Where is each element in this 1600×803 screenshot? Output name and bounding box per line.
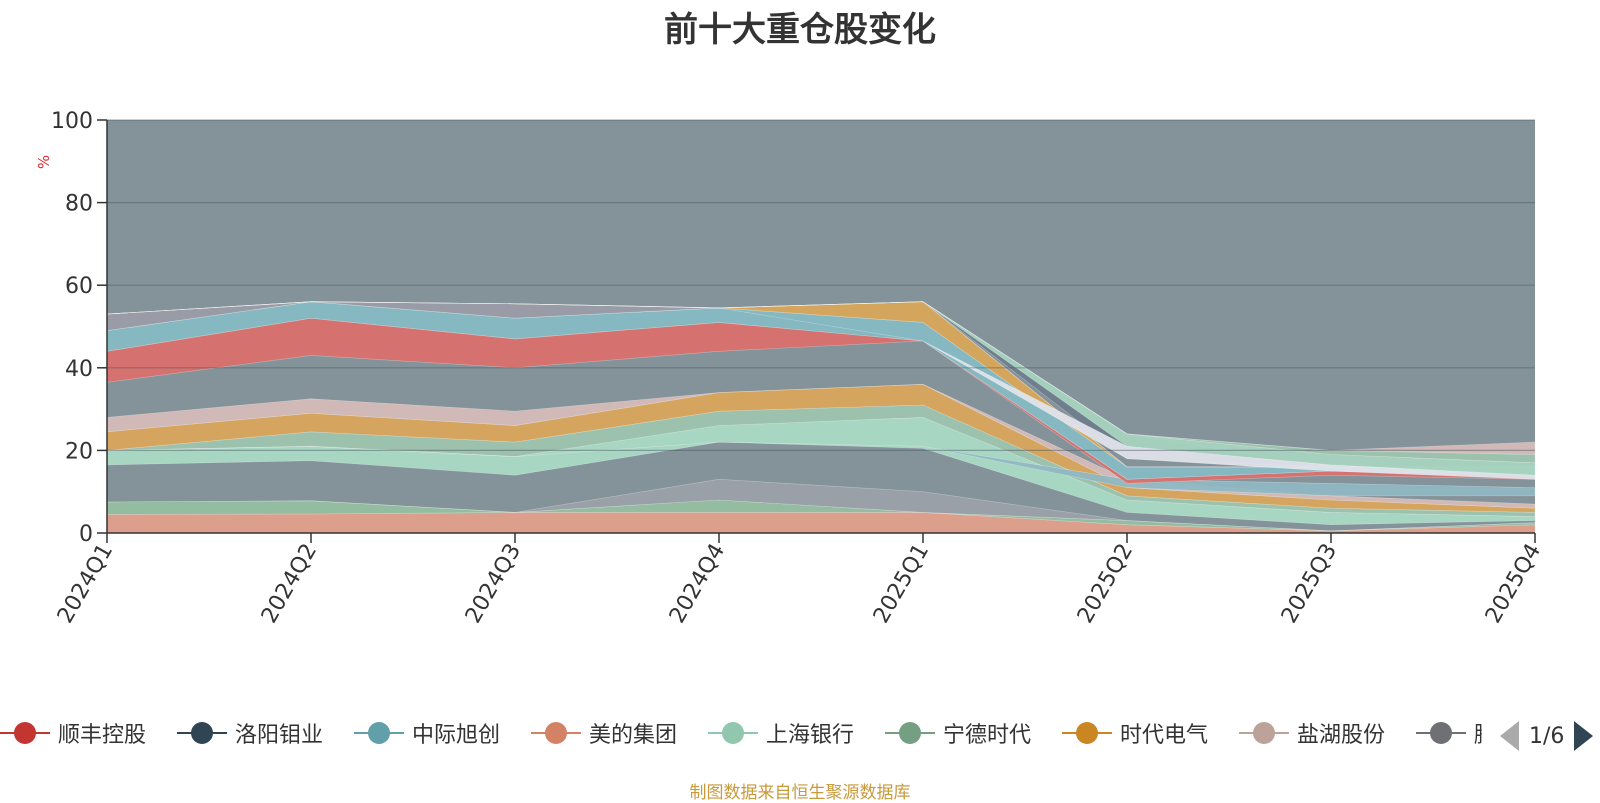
legend-item-4[interactable]: 上海银行 (708, 715, 854, 751)
legend-pager: 1/6 (1500, 720, 1594, 752)
legend-label: 上海银行 (766, 723, 855, 748)
legend-marker-icon (354, 715, 404, 751)
legend-item-0[interactable]: 顺丰控股 (0, 715, 146, 751)
legend-label: 顺丰控股 (58, 723, 147, 748)
legend-marker-icon (1416, 715, 1466, 751)
legend-marker-icon (177, 715, 227, 751)
chart-plot: 0 20 40 60 80 100 2024Q1 2024Q2 2024Q3 2024Q4 2025… (35, 109, 1546, 628)
legend-marker-icon (1062, 715, 1112, 751)
legend-marker-icon (885, 715, 935, 751)
legend-label: 宁德时代 (943, 723, 1032, 748)
area-band-14[interactable] (106, 301, 1536, 476)
source-note: 制图数据来自恒生聚源数据库 (689, 783, 911, 803)
y-tick-label: 100 (51, 109, 93, 134)
y-tick-label: 80 (65, 192, 93, 217)
legend-label: 腾讯控股 (1474, 717, 1482, 749)
x-tick-label: 2024Q3 (461, 540, 526, 628)
legend-page-indicator: 1/6 (1529, 723, 1565, 749)
legend-label: 中际旭创 (412, 723, 501, 748)
area-band-15[interactable] (106, 301, 1536, 464)
legend-next-page-icon[interactable] (1574, 721, 1594, 751)
legend-item-2[interactable]: 中际旭创 (354, 715, 500, 751)
legend-prev-page-icon[interactable] (1500, 721, 1519, 751)
legend-marker-icon (1239, 715, 1289, 751)
x-tick-label: 2024Q4 (665, 540, 730, 628)
y-tick-label: 20 (65, 439, 93, 464)
legend-item-3[interactable]: 美的集团 (531, 715, 677, 751)
legend: 顺丰控股 洛阳钼业 中际旭创 美的集团 上海银行 宁德时代 时代电气 盐湖股份 腾讯控股 (0, 715, 1600, 751)
legend-item-1[interactable]: 洛阳钼业 (177, 715, 323, 751)
legend-label: 美的集团 (589, 723, 678, 748)
y-tick-label: 0 (79, 522, 93, 547)
legend-label: 洛阳钼业 (235, 723, 324, 748)
x-tick-label: 2025Q1 (869, 540, 934, 628)
x-tick-label: 2024Q1 (53, 540, 118, 628)
legend-item-8[interactable]: 腾讯控股 (1416, 715, 1482, 751)
area-band-2[interactable] (106, 478, 1536, 532)
legend-marker-icon (531, 715, 581, 751)
legend-item-7[interactable]: 盐湖股份 (1239, 715, 1385, 751)
legend-marker-icon (708, 715, 758, 751)
legend-label: 时代电气 (1120, 723, 1209, 748)
legend-item-6[interactable]: 时代电气 (1062, 715, 1208, 751)
chart-title: 前十大重仓股变化 (664, 10, 936, 50)
area-band-6[interactable] (106, 383, 1536, 509)
y-axis-label: % (35, 155, 53, 169)
legend-item-5[interactable]: 宁德时代 (885, 715, 1031, 751)
x-tick-label: 2025Q4 (1481, 540, 1546, 628)
area-band-16[interactable] (106, 301, 1536, 455)
y-tick-label: 40 (65, 357, 93, 382)
x-tick-label: 2025Q2 (1073, 540, 1138, 628)
legend-label: 盐湖股份 (1297, 723, 1386, 748)
area-band-7[interactable] (106, 441, 1536, 497)
x-tick-label: 2025Q3 (1277, 540, 1342, 628)
y-tick-label: 60 (65, 274, 93, 299)
x-tick-label: 2024Q2 (257, 540, 322, 628)
legend-marker-icon (0, 715, 50, 751)
area-band-13[interactable] (106, 301, 1536, 480)
